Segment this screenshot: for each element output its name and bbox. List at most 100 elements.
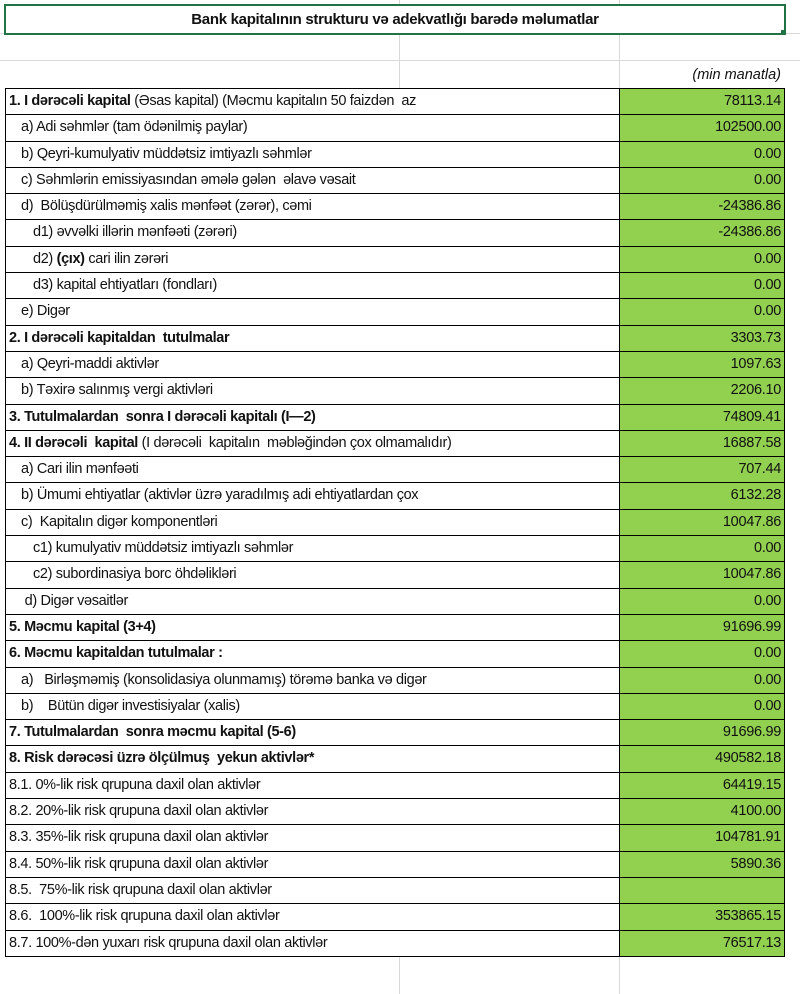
- row-label-cell[interactable]: b) Ümumi ehtiyatlar (aktivlər üzrə yarad…: [6, 483, 620, 509]
- row-value-cell[interactable]: -24386.86: [620, 220, 784, 246]
- row-value-cell[interactable]: 104781.91: [620, 825, 784, 851]
- table-row: 7. Tutulmalardan sonra məcmu kapital (5-…: [5, 720, 785, 747]
- row-value-cell[interactable]: -24386.86: [620, 194, 784, 220]
- row-label-cell[interactable]: 4. II dərəcəli kapital (I dərəcəli kapit…: [6, 430, 620, 457]
- row-value-cell[interactable]: [620, 877, 784, 904]
- row-label-cell[interactable]: d1) əvvəlki illərin mənfəəti (zərəri): [6, 220, 620, 246]
- row-label-cell[interactable]: b) Təxirə salınmış vergi aktivləri: [6, 378, 620, 404]
- row-value-cell[interactable]: 3303.73: [620, 325, 784, 351]
- row-label-cell[interactable]: 8. Risk dərəcəsi üzrə ölçülmuş yekun akt…: [6, 746, 620, 772]
- row-value-cell[interactable]: 0.00: [620, 273, 784, 299]
- row-label-cell[interactable]: a) Cari ilin mənfəəti: [6, 457, 620, 483]
- row-label-cell[interactable]: d) Digər vəsaitlər: [6, 588, 620, 614]
- row-value-cell[interactable]: 353865.15: [620, 904, 784, 930]
- unit-label: (min manatla): [692, 67, 781, 83]
- row-value-cell[interactable]: 6132.28: [620, 483, 784, 509]
- row-value-cell[interactable]: 16887.58: [620, 430, 784, 457]
- row-label-cell[interactable]: 8.2. 20%-lik risk qrupuna daxil olan akt…: [6, 799, 620, 825]
- table-row: b) Bütün digər investisiyalar (xalis) 0.0…: [5, 693, 785, 721]
- row-value-cell[interactable]: 1097.63: [620, 351, 784, 378]
- table-row: 2. I dərəcəli kapitaldan tutulmalar 3303.…: [5, 325, 785, 352]
- row-label-text: 4. II dərəcəli kapital: [9, 434, 138, 451]
- table-row: d3) kapital ehtiyatları (fondları) 0.00: [5, 273, 785, 300]
- row-label-cell[interactable]: c1) kumulyativ müddətsiz imtiyazlı səhml…: [6, 536, 620, 562]
- row-value-cell[interactable]: 91696.99: [620, 720, 784, 746]
- row-value-cell[interactable]: 102500.00: [620, 115, 784, 141]
- row-label-cell[interactable]: 2. I dərəcəli kapitaldan tutulmalar: [6, 325, 620, 351]
- row-label-cell[interactable]: c) Kapitalın digər komponentləri: [6, 509, 620, 536]
- row-label-text: b) Ümumi ehtiyatlar (aktivlər üzrə yarad…: [21, 487, 419, 504]
- row-label-cell[interactable]: a) Qeyri-maddi aktivlər: [6, 351, 620, 378]
- row-value-cell[interactable]: 0.00: [620, 588, 784, 614]
- row-label-cell[interactable]: 1. I dərəcəli kapital (Əsas kapital) (Mə…: [6, 89, 620, 115]
- row-value-cell[interactable]: 0.00: [620, 536, 784, 562]
- fill-handle[interactable]: [781, 30, 786, 35]
- row-value-cell[interactable]: 0.00: [620, 693, 784, 720]
- table-row: e) Digər 0.00: [5, 299, 785, 326]
- row-value-cell[interactable]: 490582.18: [620, 746, 784, 772]
- table-row: d2) (çıx) cari ilin zərəri 0.00: [5, 246, 785, 274]
- gridline: [0, 60, 800, 61]
- table-row: 8.6. 100%-lik risk qrupuna daxil olan ak…: [5, 904, 785, 931]
- row-label-cell[interactable]: 7. Tutulmalardan sonra məcmu kapital (5-…: [6, 720, 620, 746]
- row-value-cell[interactable]: 0.00: [620, 299, 784, 325]
- row-label-cell[interactable]: c) Səhmlərin emissiyasından əmələ gələn …: [6, 167, 620, 194]
- row-label-cell[interactable]: 8.1. 0%-lik risk qrupuna daxil olan akti…: [6, 772, 620, 799]
- row-value-cell[interactable]: 0.00: [620, 167, 784, 194]
- row-label-cell[interactable]: 8.4. 50%-lik risk qrupuna daxil olan akt…: [6, 851, 620, 877]
- row-value-cell[interactable]: 10047.86: [620, 509, 784, 536]
- row-label-text: d) Digər vəsaitlər: [21, 592, 129, 609]
- row-label-cell[interactable]: d) Bölüşdürülməmiş xalis mənfəət (zərər)…: [6, 194, 620, 220]
- row-label-cell[interactable]: b) Qeyri-kumulyativ müddətsiz imtiyazlı …: [6, 141, 620, 167]
- row-label-text: 5. Məcmu kapital (3+4): [9, 618, 156, 635]
- row-value-cell[interactable]: 0.00: [620, 141, 784, 167]
- row-value-cell[interactable]: 5890.36: [620, 851, 784, 877]
- row-label-cell[interactable]: 8.3. 35%-lik risk qrupuna daxil olan akt…: [6, 825, 620, 851]
- table-row: 8. Risk dərəcəsi üzrə ölçülmuş yekun akt…: [5, 746, 785, 773]
- row-label-cell[interactable]: 8.7. 100%-dən yuxarı risk qrupuna daxil …: [6, 930, 620, 956]
- row-label-cell[interactable]: 3. Tutulmalardan sonra I dərəcəli kapita…: [6, 404, 620, 430]
- table-row: b) Ümumi ehtiyatlar (aktivlər üzrə yarad…: [5, 483, 785, 510]
- selected-title-cell[interactable]: Bank kapitalının strukturu və adekvatlığ…: [4, 4, 786, 35]
- row-label-cell[interactable]: 5. Məcmu kapital (3+4): [6, 614, 620, 641]
- row-value-cell[interactable]: 707.44: [620, 457, 784, 483]
- row-label-cell[interactable]: 8.6. 100%-lik risk qrupuna daxil olan ak…: [6, 904, 620, 930]
- row-label-cell[interactable]: d3) kapital ehtiyatları (fondları): [6, 273, 620, 299]
- row-label-text: 8.6. 100%-lik risk qrupuna daxil olan ak…: [9, 908, 280, 925]
- row-label-text: 8.7. 100%-dən yuxarı risk qrupuna daxil …: [9, 934, 328, 951]
- table-row: d1) əvvəlki illərin mənfəəti (zərəri) -24…: [5, 220, 785, 247]
- row-value-cell[interactable]: 64419.15: [620, 772, 784, 799]
- row-label-text: d2): [33, 250, 57, 267]
- table-row: c1) kumulyativ müddətsiz imtiyazlı səhml…: [5, 536, 785, 563]
- row-label-cell[interactable]: a) Adi səhmlər (tam ödənilmiş paylar): [6, 115, 620, 141]
- row-label-cell[interactable]: c2) subordinasiya borc öhdəlikləri: [6, 562, 620, 588]
- row-value-cell[interactable]: 10047.86: [620, 562, 784, 588]
- row-label-text: d) Bölüşdürülməmiş xalis mənfəət (zərər)…: [21, 198, 312, 215]
- table-row: a) Birləşməmiş (konsolidasiya olunmamış)…: [5, 667, 785, 694]
- row-label-cell[interactable]: b) Bütün digər investisiyalar (xalis): [6, 693, 620, 720]
- table-row: 4. II dərəcəli kapital (I dərəcəli kapit…: [5, 430, 785, 458]
- row-label-text: (Əsas kapital) (Məcmu kapitalın 50 faizd…: [130, 93, 417, 109]
- row-label-text: e) Digər: [21, 303, 70, 320]
- row-label-cell[interactable]: e) Digər: [6, 299, 620, 325]
- row-value-cell[interactable]: 76517.13: [620, 930, 784, 956]
- row-value-cell[interactable]: 78113.14: [620, 89, 784, 115]
- row-label-cell[interactable]: a) Birləşməmiş (konsolidasiya olunmamış)…: [6, 667, 620, 693]
- table-row: a) Cari ilin mənfəəti 707.44: [5, 457, 785, 484]
- table-row: 1. I dərəcəli kapital (Əsas kapital) (Mə…: [5, 89, 785, 116]
- table-row: b) Təxirə salınmış vergi aktivləri 2206.1…: [5, 378, 785, 405]
- row-value-cell[interactable]: 91696.99: [620, 614, 784, 641]
- row-label-text: a) Cari ilin mənfəəti: [21, 461, 139, 478]
- row-value-cell[interactable]: 0.00: [620, 641, 784, 667]
- row-label-cell[interactable]: d2) (çıx) cari ilin zərəri: [6, 246, 620, 273]
- row-value-cell[interactable]: 0.00: [620, 246, 784, 273]
- row-value-cell[interactable]: 74809.41: [620, 404, 784, 430]
- row-value-cell[interactable]: 2206.10: [620, 378, 784, 404]
- row-value-cell[interactable]: 0.00: [620, 667, 784, 693]
- row-label-cell[interactable]: 6. Məcmu kapitaldan tutulmalar :: [6, 641, 620, 667]
- row-value-cell[interactable]: 4100.00: [620, 799, 784, 825]
- row-label-cell[interactable]: 8.5. 75%-lik risk qrupuna daxil olan akt…: [6, 877, 620, 904]
- row-label-text: 3. Tutulmalardan sonra I dərəcəli kapita…: [9, 408, 316, 425]
- table-row: c) Səhmlərin emissiyasından əmələ gələn …: [5, 167, 785, 195]
- table-row: a) Qeyri-maddi aktivlər 1097.63: [5, 351, 785, 379]
